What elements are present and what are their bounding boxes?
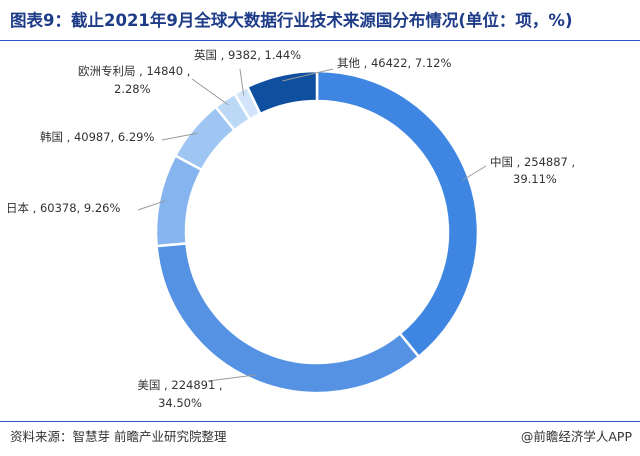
slice-label-2-0: 日本 , 60378, 9.26%	[6, 201, 120, 215]
leader-line-0	[462, 165, 487, 181]
slice-label-0-0: 中国 , 254887 ,	[490, 155, 575, 169]
donut-slice-6	[245, 69, 319, 116]
slice-label-4-0: 欧洲专利局 , 14840 ,	[78, 64, 190, 78]
leader-line-2	[137, 200, 166, 211]
donut-chart: 中国 , 254887 , 39.11% 美国 , 224891 , 34.50% 日本…	[6, 48, 575, 410]
donut-slice-2	[154, 153, 204, 248]
chart-title: 图表9：截止2021年9月全球大数据行业技术来源国分布情况(单位：项，%)	[10, 11, 573, 30]
slice-label-0-1: 39.11%	[513, 172, 557, 186]
leader-line-6	[282, 68, 334, 82]
slice-label-1-1: 34.50%	[158, 396, 202, 410]
brand-credit: @前瞻经济学人APP	[520, 429, 632, 444]
source-note: 资料来源：智慧芽 前瞻产业研究院整理	[10, 429, 227, 444]
leader-line-3	[161, 132, 198, 141]
leader-line-1	[207, 374, 257, 382]
slice-label-4-1: 2.28%	[114, 82, 151, 96]
leader-line-5	[239, 68, 245, 96]
donut-slice-0	[315, 69, 480, 359]
slice-label-3-0: 韩国 , 40987, 6.29%	[40, 130, 154, 144]
slice-label-5-0: 英国 , 9382, 1.44%	[194, 48, 301, 62]
title-divider	[0, 40, 640, 41]
donut-slice-1	[155, 242, 421, 395]
slice-label-1-0: 美国 , 224891 ,	[137, 378, 222, 392]
slice-label-6-0: 其他 , 46422, 7.12%	[337, 56, 451, 70]
footer-divider	[0, 421, 640, 422]
leader-line-4	[191, 78, 229, 106]
